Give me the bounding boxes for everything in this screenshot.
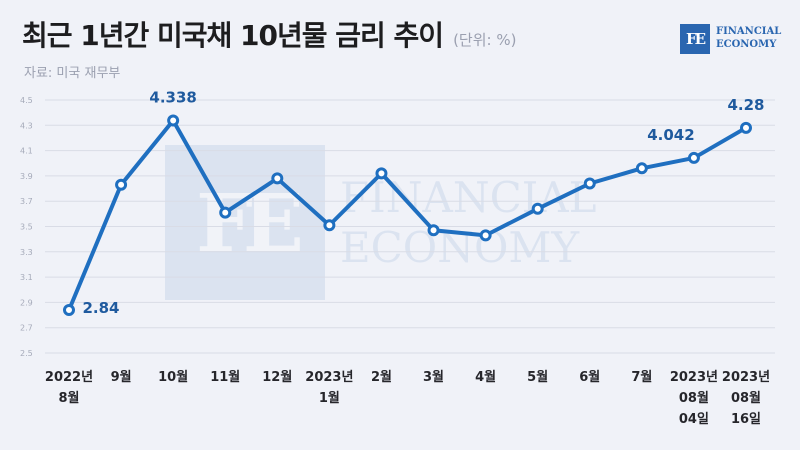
x-tick-line: 3월	[423, 369, 444, 385]
watermark-mark: FE	[165, 145, 325, 300]
data-label: 4.338	[149, 88, 196, 106]
data-point	[687, 151, 700, 164]
data-point	[323, 219, 336, 232]
data-label: 4.042	[647, 126, 694, 144]
x-tick-label: 4월	[475, 369, 496, 385]
y-tick-label: 3.3	[20, 248, 33, 257]
x-tick-line: 2023년	[305, 370, 353, 385]
y-tick-label: 3.5	[20, 223, 33, 232]
x-tick-line: 6월	[579, 369, 600, 385]
x-tick-line: 04일	[679, 412, 709, 427]
watermark-line-1: FINANCIAL	[340, 173, 597, 222]
x-tick-line: 16일	[731, 412, 761, 427]
x-tick-label: 7월	[631, 369, 652, 385]
data-label: 2.84	[82, 299, 119, 317]
y-tick-label: 4.5	[20, 96, 33, 105]
y-tick-label: 3.9	[20, 172, 33, 181]
chart-title: 최근 1년간 미국채 10년물 금리 추이 (단위: %)	[22, 14, 516, 54]
brand-mark: FE	[680, 24, 710, 54]
data-point	[167, 114, 180, 127]
x-tick-line: 8월	[58, 390, 79, 406]
brand-line-2: ECONOMY	[716, 39, 777, 50]
x-tick-line: 08월	[679, 390, 709, 406]
data-point	[271, 172, 284, 185]
data-point	[531, 202, 544, 215]
brand-logo: FE FINANCIAL ECONOMY	[680, 22, 790, 58]
data-point	[740, 121, 752, 134]
x-tick-line: 2022년	[45, 370, 93, 385]
y-tick-label: 2.9	[20, 298, 33, 307]
x-tick-line: 1월	[319, 390, 340, 406]
data-point	[479, 229, 492, 242]
data-point	[635, 162, 648, 175]
y-tick-label: 3.1	[20, 273, 33, 282]
x-tick-line: 10월	[158, 369, 188, 385]
data-point	[375, 167, 388, 180]
x-tick-label: 5월	[527, 369, 548, 385]
x-tick-label: 9월	[111, 369, 132, 385]
title-text: 최근 1년간 미국채 10년물 금리 추이	[22, 19, 444, 52]
y-tick-label: 4.3	[20, 121, 33, 130]
x-tick-line: 11월	[210, 369, 240, 385]
x-tick-line: 2023년	[670, 370, 718, 385]
x-tick-line: 7월	[631, 369, 652, 385]
x-tick-line: 12월	[262, 369, 292, 385]
x-tick-label: 2022년 8월	[45, 370, 93, 406]
x-tick-line: 2023년	[722, 370, 770, 385]
y-tick-label: 2.5	[20, 349, 33, 358]
source-note: 자료: 미국 재무부	[24, 66, 121, 81]
unit-label: (단위: %)	[453, 31, 517, 49]
x-tick-label: 2월	[371, 369, 392, 385]
data-point	[427, 224, 440, 237]
x-tick-label: 6월	[579, 369, 600, 385]
data-point	[63, 303, 75, 316]
x-tick-label: 3월	[423, 369, 444, 385]
x-tick-label: 10월	[158, 369, 188, 385]
data-label: 4.28	[727, 96, 764, 114]
x-tick-label: 2023년 08월 04일	[670, 370, 718, 427]
x-tick-line: 5월	[527, 369, 548, 385]
brand-line-1: FINANCIAL	[716, 26, 782, 37]
x-tick-line: 4월	[475, 369, 496, 385]
data-point	[115, 178, 128, 191]
brand-wordmark: FINANCIAL ECONOMY	[716, 25, 781, 51]
x-tick-label: 11월	[210, 369, 240, 385]
x-tick-line: 9월	[111, 369, 132, 385]
x-tick-label: 12월	[262, 369, 292, 385]
y-tick-label: 3.7	[20, 197, 33, 206]
data-point	[583, 177, 596, 190]
series-line	[67, 118, 748, 312]
x-tick-label: 2023년 08월 16일	[722, 370, 770, 427]
y-tick-label: 4.1	[20, 147, 33, 156]
y-tick-label: 2.7	[20, 324, 33, 333]
x-tick-line: 08월	[731, 390, 761, 406]
data-point	[219, 206, 232, 219]
x-tick-line: 2월	[371, 369, 392, 385]
x-tick-label: 2023년 1월	[305, 370, 353, 406]
